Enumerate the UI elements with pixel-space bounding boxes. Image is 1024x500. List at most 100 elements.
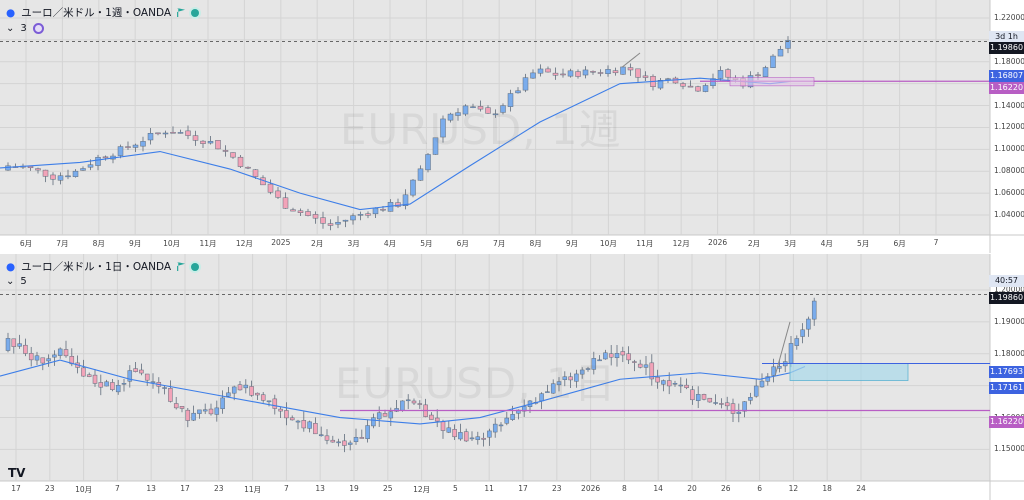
candle-body xyxy=(267,183,274,193)
candle-body xyxy=(748,397,753,401)
candle-body xyxy=(590,71,596,73)
daily-chart-pane[interactable]: ● ユーロ／米ドル・1日・OANDA ⌄ 5 EURUSD, 1日 1.2000… xyxy=(0,254,1024,500)
candle-body xyxy=(770,55,776,68)
weekly-chart-canvas[interactable] xyxy=(0,0,1024,253)
daily-chart-canvas[interactable] xyxy=(0,254,1024,500)
candle-body xyxy=(376,412,382,420)
candle-body xyxy=(40,357,46,364)
weekly-chart-pane[interactable]: ● ユーロ／米ドル・1週・OANDA ⌄ 3 EURUSD, 1週 1.2200… xyxy=(0,0,1024,253)
price-axis-label: 1.15000 xyxy=(994,444,1024,454)
candle-body xyxy=(92,374,98,384)
candle-body xyxy=(608,353,614,358)
price-axis-label: 1.20000 xyxy=(994,284,1024,294)
time-axis-label: 10月 xyxy=(599,239,617,248)
candle-body xyxy=(487,430,492,438)
chevron-down-icon[interactable]: ⌄ xyxy=(6,23,15,34)
candle-body xyxy=(245,166,251,169)
candle-body xyxy=(717,70,724,79)
candle-body xyxy=(492,113,499,116)
candle-body xyxy=(725,69,731,78)
candle-body xyxy=(115,385,121,393)
candle-body xyxy=(313,423,318,435)
tradingview-logo[interactable]: TV xyxy=(8,466,26,480)
candle-body xyxy=(133,368,138,372)
time-axis-label: 6月 xyxy=(456,239,469,248)
candle-body xyxy=(515,90,521,94)
time-axis-label: 7 xyxy=(933,238,939,247)
time-axis-label: 4月 xyxy=(383,239,397,248)
time-axis-label: 12 xyxy=(788,484,799,493)
chevron-down-icon[interactable]: ⌄ xyxy=(6,276,15,287)
candle-body xyxy=(185,409,191,421)
candle-body xyxy=(719,403,724,405)
candle-body xyxy=(687,85,694,88)
candle-body xyxy=(382,413,388,417)
candle-body xyxy=(117,146,124,156)
candle-body xyxy=(312,214,319,219)
daily-indicator-toggle[interactable]: ⌄ 5 xyxy=(6,276,27,287)
weekly-indicator-toggle[interactable]: ⌄ 3 xyxy=(6,23,44,34)
candle-body xyxy=(57,175,64,181)
price-axis-label: 1.18000 xyxy=(994,56,1024,66)
candle-body xyxy=(86,374,92,377)
candle-body xyxy=(788,343,794,364)
candle-body xyxy=(162,132,169,135)
daily-symbol-legend[interactable]: ● ユーロ／米ドル・1日・OANDA xyxy=(6,259,200,274)
candle-body xyxy=(637,363,643,368)
green-flag-icon[interactable] xyxy=(177,262,186,271)
projection-line xyxy=(774,321,791,377)
candle-body xyxy=(684,384,689,389)
time-axis-label: 5月 xyxy=(857,239,870,248)
market-open-dot-icon xyxy=(191,8,200,17)
candle-body xyxy=(347,442,353,445)
candle-body xyxy=(597,359,602,362)
candle-body xyxy=(46,358,51,362)
time-axis-label: 6月 xyxy=(19,239,33,248)
candle-body xyxy=(202,409,208,412)
candle-body xyxy=(237,384,243,391)
market-open-dot-icon xyxy=(191,262,200,271)
candle-body xyxy=(447,113,454,121)
candle-body xyxy=(597,72,604,74)
weekly-countdown-badge: 3d 1h xyxy=(989,31,1024,43)
candle-body xyxy=(627,67,634,71)
candle-body xyxy=(440,118,446,138)
candle-body xyxy=(372,207,379,215)
time-axis-label: 14 xyxy=(653,484,663,493)
time-axis-label: 11月 xyxy=(636,239,654,248)
candle-body xyxy=(365,213,371,216)
candle-body xyxy=(695,394,701,401)
candle-body xyxy=(811,300,817,320)
price-axis-label: 1.08000 xyxy=(994,166,1024,176)
candle-body xyxy=(575,71,581,77)
weekly-last-price-badge: 1.19860 xyxy=(989,42,1024,54)
candle-body xyxy=(275,190,281,198)
price-axis-label: 1.10000 xyxy=(994,144,1024,154)
candle-body xyxy=(643,364,649,368)
time-axis-label: 8 xyxy=(622,484,627,493)
candle-body xyxy=(591,358,597,370)
candle-body xyxy=(371,417,376,427)
green-flag-icon[interactable] xyxy=(177,8,186,17)
candle-body xyxy=(724,402,730,407)
weekly-symbol-legend[interactable]: ● ユーロ／米ドル・1週・OANDA xyxy=(6,5,200,20)
candle-body xyxy=(432,137,439,155)
candle-body xyxy=(552,72,559,76)
candle-body xyxy=(582,69,589,76)
weekly-ma-badge: 1.16807 xyxy=(989,70,1024,82)
daily-symbol-title[interactable]: ユーロ／米ドル・1日・OANDA xyxy=(21,261,172,273)
candle-body xyxy=(657,79,664,89)
candle-body xyxy=(249,386,254,396)
candle-body xyxy=(132,144,139,148)
moving-average-line xyxy=(0,359,806,425)
time-axis-label: 4月 xyxy=(820,239,833,248)
candle-body xyxy=(417,403,423,405)
candle-body xyxy=(806,318,811,330)
candle-body xyxy=(266,400,272,403)
candle-body xyxy=(72,170,79,177)
candle-body xyxy=(620,66,626,75)
weekly-symbol-title[interactable]: ユーロ／米ドル・1週・OANDA xyxy=(21,7,172,19)
candle-body xyxy=(755,74,761,77)
sync-icon[interactable] xyxy=(32,23,44,34)
